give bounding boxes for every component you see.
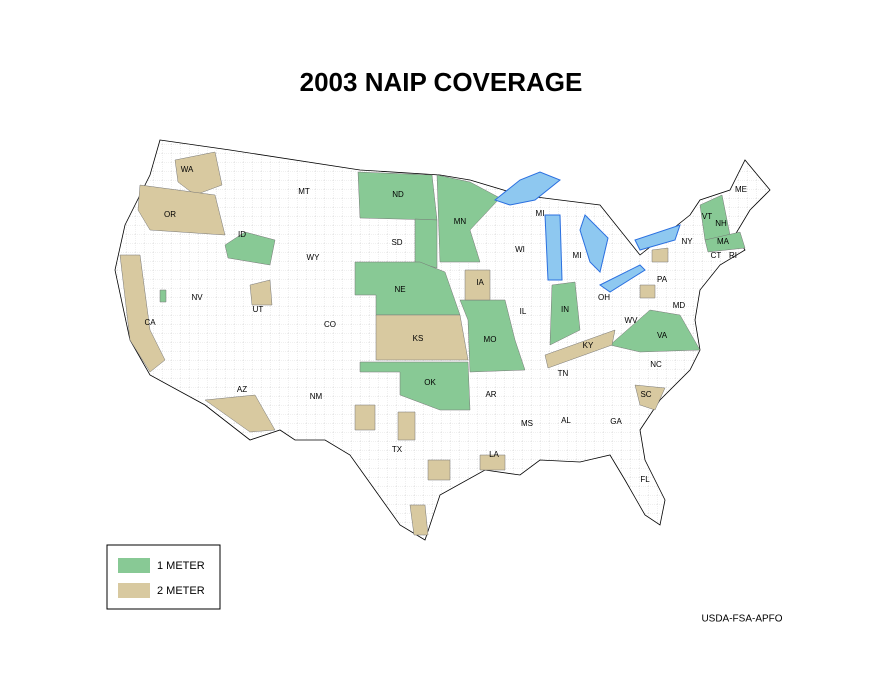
state-label: TN: [558, 369, 569, 378]
state-label: IA: [476, 278, 484, 287]
mo: [459, 299, 526, 373]
la-patch: [479, 454, 506, 471]
state-label: GA: [610, 417, 622, 426]
tx-patch3: [427, 459, 451, 481]
az-patch: [204, 394, 276, 433]
lake-superior: [493, 171, 561, 206]
ok: [359, 361, 471, 411]
state-label: ID: [238, 230, 246, 239]
tx-patch4: [409, 504, 429, 536]
va: [609, 309, 701, 353]
ky-patch: [544, 329, 616, 369]
state-label: UT: [253, 305, 264, 314]
state-label: WI: [515, 245, 525, 254]
state-label: KS: [413, 334, 424, 343]
ks: [375, 314, 469, 361]
lake-michigan: [544, 214, 563, 281]
state-label: IN: [561, 305, 569, 314]
state-labels: WA OR CA NV ID MT WY UT CO AZ NM ND SD N…: [144, 165, 747, 484]
state-label: FL: [640, 475, 650, 484]
state-label: NH: [715, 219, 727, 228]
us-map: [114, 139, 771, 541]
state-label: CO: [324, 320, 336, 329]
state-label: MO: [484, 335, 497, 344]
nv-patch: [159, 289, 167, 303]
one-meter-areas: [159, 171, 746, 411]
state-label: NM: [310, 392, 323, 401]
state-label: CA: [144, 318, 156, 327]
state-label: KY: [583, 341, 594, 350]
great-lakes: [493, 171, 681, 293]
tx-patch2: [397, 411, 416, 441]
two-meter-areas: [119, 151, 669, 536]
tx-patch1: [354, 404, 376, 431]
legend-box: [106, 544, 221, 610]
state-label: MD: [673, 301, 686, 310]
state-label: AR: [485, 390, 496, 399]
or-patch: [137, 184, 226, 236]
pa-patch: [639, 284, 656, 299]
state-label: ND: [392, 190, 404, 199]
ia-patch: [464, 269, 491, 301]
state-label: NE: [394, 285, 405, 294]
state-label: LA: [489, 450, 499, 459]
state-label: OK: [424, 378, 436, 387]
state-label: PA: [657, 275, 668, 284]
state-label: SD: [391, 238, 402, 247]
state-label: CT: [711, 251, 722, 260]
state-label: MA: [717, 237, 730, 246]
state-label: SC: [640, 390, 651, 399]
id-patch: [224, 231, 276, 266]
lake-ontario: [634, 224, 681, 251]
state-label: OR: [164, 210, 176, 219]
wa-patch: [174, 151, 223, 196]
state-label: NY: [681, 237, 693, 246]
ma: [704, 231, 746, 253]
state-label: MI: [536, 209, 545, 218]
state-label: RI: [729, 251, 737, 260]
state-label: IL: [520, 307, 527, 316]
legend-label: 1 METER: [157, 560, 205, 572]
mn: [436, 174, 501, 263]
title: 2003 NAIP COVERAGE: [300, 67, 583, 97]
state-label: MN: [454, 217, 467, 226]
credit: USDA-FSA-APFO: [701, 614, 782, 625]
state-label: MT: [298, 187, 310, 196]
in: [549, 281, 581, 346]
state-label: OH: [598, 293, 610, 302]
state-label: WY: [307, 253, 321, 262]
sc-patch: [634, 384, 666, 411]
ny-patch: [651, 247, 669, 263]
state-label: MS: [521, 419, 533, 428]
legend-swatch: [118, 558, 150, 573]
lake-huron: [579, 214, 609, 273]
lake-erie: [599, 264, 646, 293]
sd-east: [414, 218, 438, 269]
state-label: MI: [573, 251, 582, 260]
state-label: WV: [625, 316, 639, 325]
state-label: WA: [181, 165, 194, 174]
state-label: NC: [650, 360, 662, 369]
ut-patch: [249, 279, 273, 306]
state-label: AZ: [237, 385, 247, 394]
legend: 1 METER 2 METER: [106, 544, 221, 610]
state-label: TX: [392, 445, 403, 454]
state-label: ME: [735, 185, 747, 194]
legend-label: 2 METER: [157, 585, 205, 597]
state-label: VA: [657, 331, 668, 340]
legend-swatch: [118, 583, 150, 598]
state-label: NV: [191, 293, 203, 302]
ca-patch: [119, 254, 166, 373]
state-label: VT: [702, 212, 712, 221]
state-label: AL: [561, 416, 571, 425]
